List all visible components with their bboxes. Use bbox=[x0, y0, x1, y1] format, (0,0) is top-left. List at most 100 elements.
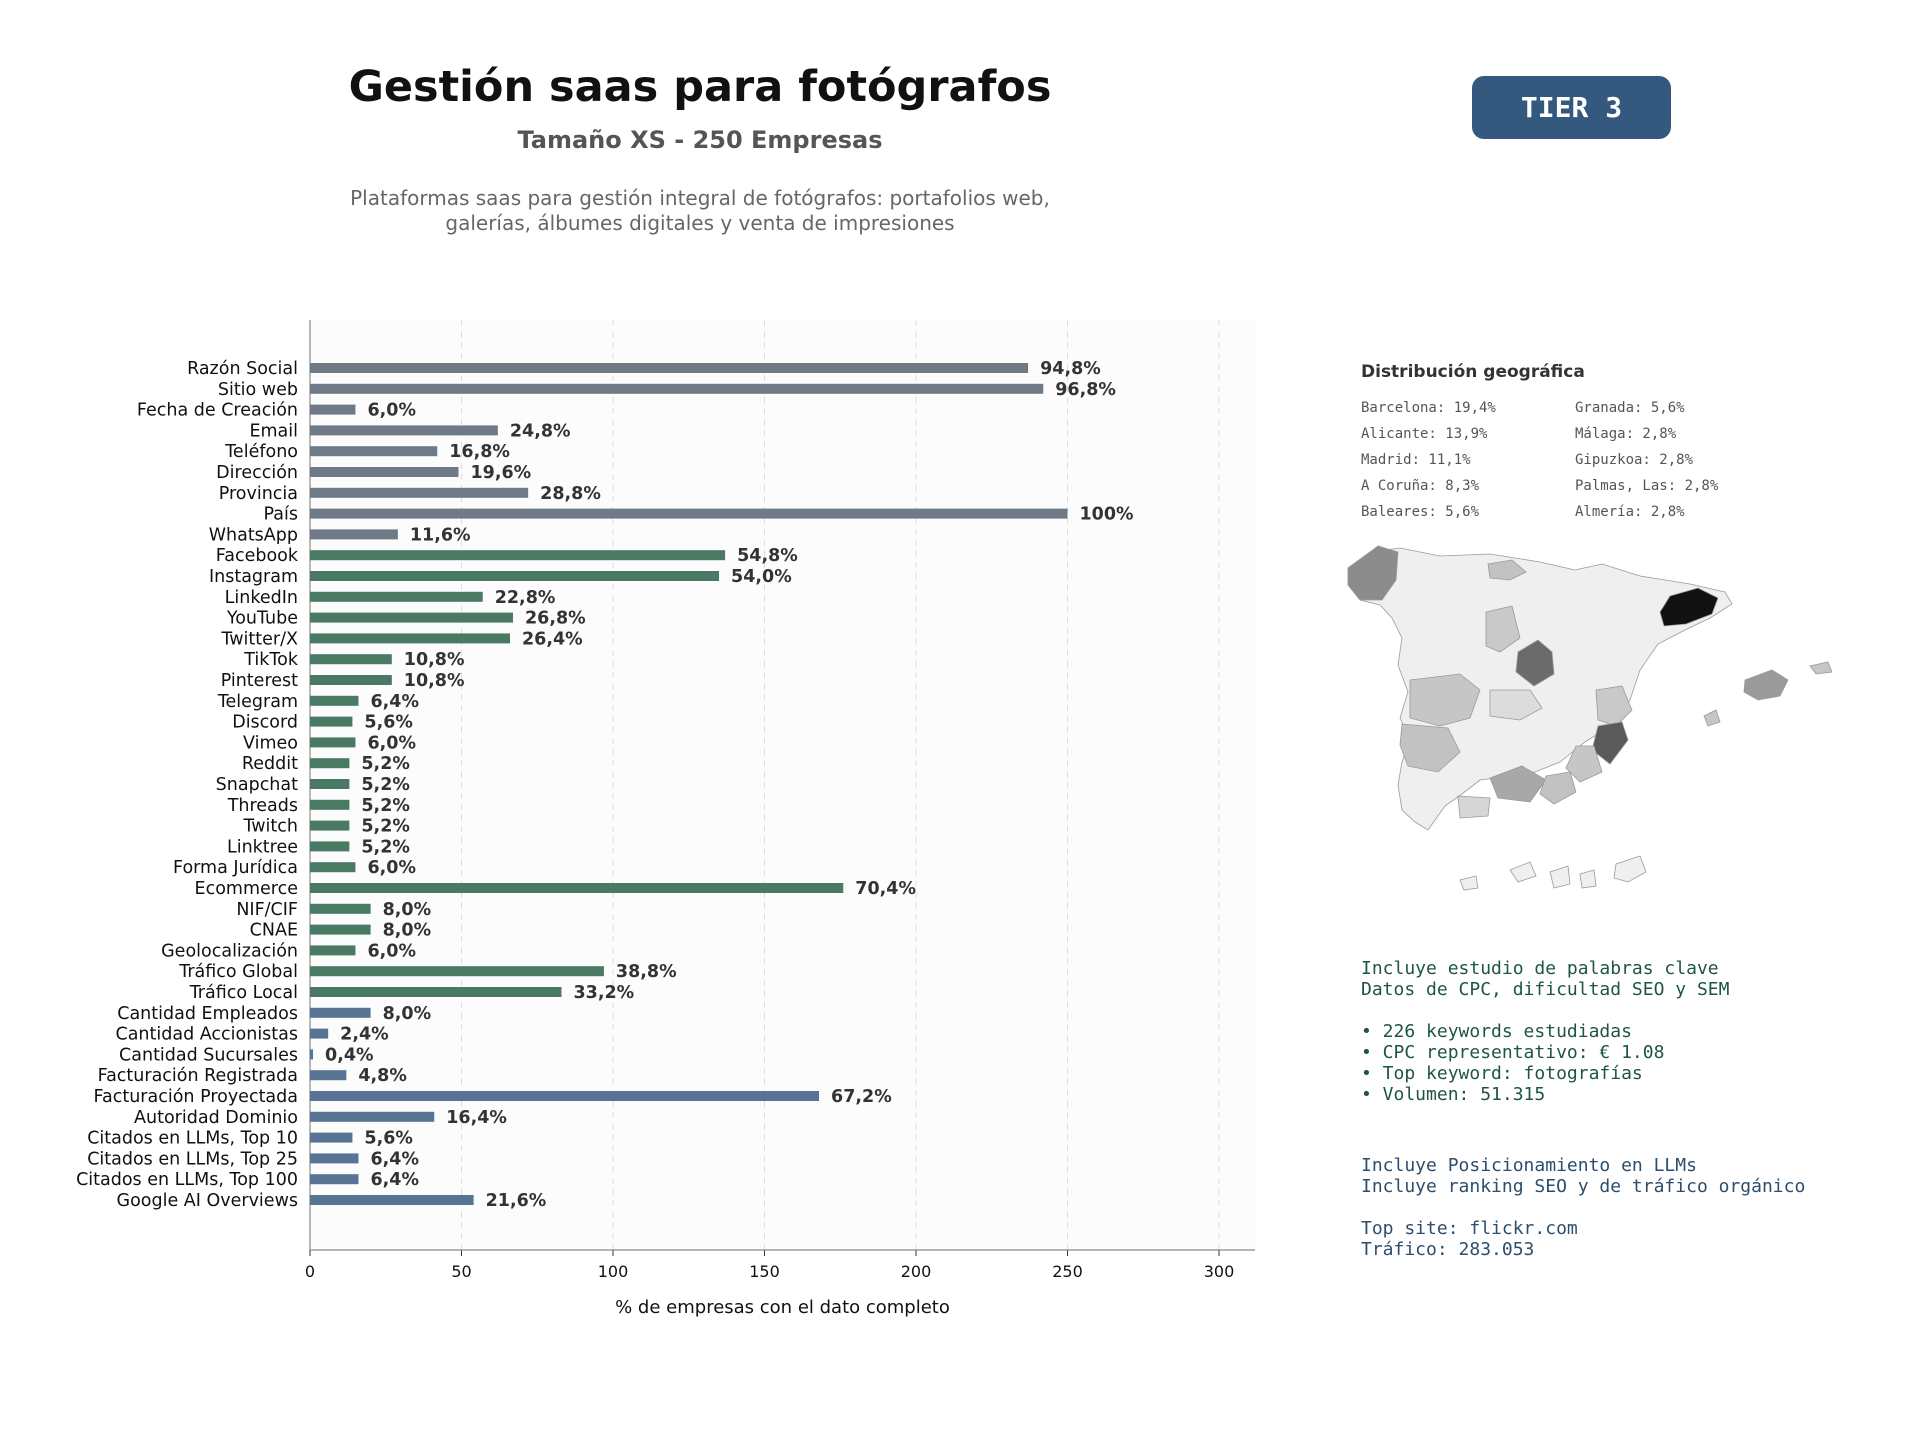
page-description: Plataformas saas para gestión integral d… bbox=[300, 186, 1100, 236]
bar bbox=[310, 529, 398, 540]
description-line-2: galerías, álbumes digitales y venta de i… bbox=[445, 211, 955, 235]
map-region-canarias-5 bbox=[1459, 875, 1479, 891]
bar bbox=[310, 571, 720, 581]
map-region-leon bbox=[1485, 605, 1521, 653]
category-label: Facturación Registrada bbox=[98, 1066, 298, 1086]
value-label: 4,8% bbox=[358, 1066, 407, 1086]
seo-block: Incluye estudio de palabras clave Datos … bbox=[1361, 958, 1729, 1105]
bar bbox=[310, 1195, 474, 1205]
value-label: 67,2% bbox=[831, 1087, 892, 1107]
category-label: Cantidad Empleados bbox=[117, 1004, 298, 1024]
map-region-baleares-menorca bbox=[1809, 661, 1833, 675]
category-label: LinkedIn bbox=[225, 588, 298, 608]
value-label: 21,6% bbox=[486, 1191, 547, 1211]
bar bbox=[310, 883, 844, 893]
value-label: 16,4% bbox=[446, 1108, 507, 1128]
bar bbox=[310, 695, 359, 706]
x-tick-label: 100 bbox=[598, 1262, 629, 1281]
value-label: 5,6% bbox=[364, 1129, 413, 1149]
value-label: 6,4% bbox=[370, 692, 419, 712]
bar bbox=[310, 987, 562, 997]
map-region-barcelona bbox=[1659, 587, 1719, 627]
bar bbox=[310, 675, 392, 685]
bar bbox=[310, 404, 356, 415]
map-region-canarias-1 bbox=[1509, 861, 1537, 883]
value-label: 28,8% bbox=[540, 484, 601, 504]
bar bbox=[310, 716, 353, 727]
value-label: 5,2% bbox=[361, 796, 410, 816]
bar-chart: 0 50 100 150 200 250 300 % de empresas con el d… bbox=[76, 320, 1255, 1318]
map-region-canarias-4 bbox=[1613, 855, 1647, 883]
bar bbox=[310, 1153, 359, 1164]
bar bbox=[310, 550, 726, 561]
bar bbox=[310, 1049, 314, 1060]
map-region-baleares-mallorca bbox=[1743, 669, 1789, 701]
category-label: Autoridad Dominio bbox=[134, 1108, 298, 1128]
value-label: 11,6% bbox=[410, 525, 471, 545]
category-label: Tráfico Global bbox=[178, 962, 298, 982]
value-label: 0,4% bbox=[325, 1045, 374, 1065]
value-label: 24,8% bbox=[510, 421, 571, 441]
category-label: Cantidad Sucursales bbox=[119, 1045, 298, 1065]
category-label: Facturación Proyectada bbox=[94, 1087, 298, 1107]
seo-bullet: • 226 keywords estudiadas bbox=[1361, 1021, 1632, 1042]
llm-traffic: Tráfico: 283.053 bbox=[1361, 1239, 1535, 1260]
seo-line: Incluye estudio de palabras clave bbox=[1361, 958, 1719, 979]
value-label: 6,0% bbox=[367, 941, 416, 961]
category-label: Geolocalización bbox=[161, 941, 298, 961]
category-label: Ecommerce bbox=[195, 879, 298, 899]
value-label: 5,6% bbox=[364, 713, 413, 733]
bar bbox=[310, 425, 498, 436]
category-label: Twitch bbox=[242, 817, 298, 837]
value-label: 16,8% bbox=[449, 442, 510, 462]
geo-item: Alicante: 13,9% bbox=[1361, 426, 1488, 442]
value-label: 96,8% bbox=[1055, 380, 1116, 400]
map-region-badajoz bbox=[1399, 723, 1461, 773]
category-label: Provincia bbox=[219, 484, 298, 504]
value-label: 6,0% bbox=[367, 401, 416, 421]
value-label: 26,8% bbox=[525, 609, 586, 629]
value-label: 5,2% bbox=[361, 754, 410, 774]
value-label: 94,8% bbox=[1040, 359, 1101, 379]
bar bbox=[310, 945, 356, 956]
value-label: 6,0% bbox=[367, 858, 416, 878]
geo-item: Granada: 5,6% bbox=[1575, 400, 1685, 416]
bar bbox=[310, 508, 1068, 519]
spain-map bbox=[1347, 545, 1833, 891]
bar bbox=[310, 446, 438, 457]
value-label: 70,4% bbox=[855, 879, 916, 899]
bar bbox=[310, 487, 529, 498]
category-label: Email bbox=[249, 421, 298, 441]
tier-badge: TIER 3 bbox=[1472, 76, 1671, 139]
category-label: Threads bbox=[227, 796, 298, 816]
map-region-toledo bbox=[1489, 689, 1543, 721]
map-region-valencia bbox=[1595, 685, 1633, 727]
value-label: 5,2% bbox=[361, 837, 410, 857]
map-region-canarias-2 bbox=[1549, 865, 1571, 889]
value-label: 10,8% bbox=[404, 650, 465, 670]
category-label: Instagram bbox=[209, 567, 298, 587]
category-label: Telegram bbox=[217, 692, 298, 712]
bar bbox=[310, 966, 604, 977]
seo-line: Datos de CPC, dificultad SEO y SEM bbox=[1361, 979, 1730, 1000]
bar bbox=[310, 1132, 353, 1143]
category-label: WhatsApp bbox=[209, 525, 298, 545]
value-label: 54,0% bbox=[731, 567, 792, 587]
llm-line: Incluye ranking SEO y de tráfico orgánic… bbox=[1361, 1176, 1806, 1197]
category-label: Snapchat bbox=[216, 775, 298, 795]
seo-bullet: • Volumen: 51.315 bbox=[1361, 1084, 1546, 1105]
category-label: Cantidad Accionistas bbox=[115, 1025, 298, 1045]
category-label: Teléfono bbox=[224, 442, 298, 462]
bar bbox=[310, 737, 356, 748]
llm-line: Incluye Posicionamiento en LLMs bbox=[1361, 1155, 1697, 1176]
llm-top-site: Top site: flickr.com bbox=[1361, 1218, 1578, 1239]
bar bbox=[310, 654, 392, 665]
bar bbox=[310, 862, 356, 873]
category-label: Forma Jurídica bbox=[173, 858, 298, 878]
category-label: NIF/CIF bbox=[236, 900, 298, 920]
category-label: Sitio web bbox=[218, 380, 298, 400]
value-label: 6,0% bbox=[367, 733, 416, 753]
bar bbox=[310, 467, 459, 477]
geo-item: Baleares: 5,6% bbox=[1361, 504, 1480, 520]
category-label: TikTok bbox=[243, 650, 299, 670]
